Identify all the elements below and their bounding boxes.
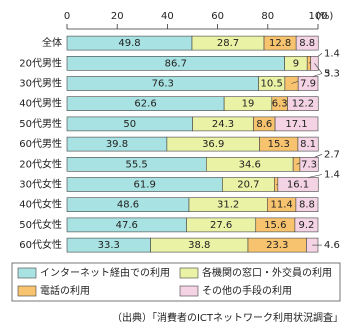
y-tick-label: 60代男性	[19, 137, 62, 150]
value-label: 17.1	[285, 119, 307, 130]
value-label: 8.8	[299, 200, 315, 211]
bar-segment	[297, 76, 319, 91]
value-label: 6.3	[272, 99, 288, 110]
value-label: 23.3	[266, 240, 288, 251]
bar-segment	[295, 197, 319, 212]
value-label: 15.3	[268, 139, 290, 150]
x-tick-label: 80	[261, 11, 274, 22]
value-label: 31.2	[217, 200, 239, 211]
legend-swatch	[179, 285, 199, 297]
legend-label: インターネット経由での利用	[40, 266, 170, 279]
value-label: 12.2	[292, 99, 314, 110]
leader-line	[314, 63, 323, 74]
value-label: 9	[293, 58, 299, 69]
legend-label: その他の手段の利用	[202, 284, 292, 297]
legend-swatch	[179, 267, 199, 279]
bar-segment	[306, 55, 312, 71]
legend-label: 電話の利用	[40, 284, 90, 297]
bar-segment	[299, 157, 319, 172]
value-label: 8.1	[300, 139, 316, 150]
value-label: 55.5	[126, 159, 148, 170]
y-tick-label: 全体	[42, 36, 62, 49]
value-label: 48.6	[117, 200, 139, 211]
legend-label: 各機関の窓口・外交員の利用	[202, 266, 332, 279]
value-label: 1.4	[324, 48, 340, 59]
y-tick-label: 20代女性	[19, 157, 62, 170]
legend-box	[11, 262, 341, 302]
y-tick-label: 30代女性	[19, 178, 62, 191]
bar-segment	[277, 177, 319, 192]
value-label: 27.6	[210, 220, 232, 231]
value-label: 20.7	[237, 180, 259, 191]
value-label: 34.6	[239, 159, 261, 170]
value-label: 12.8	[269, 38, 291, 49]
value-label: 9.2	[299, 220, 315, 231]
value-label: 5.3	[324, 69, 340, 80]
y-tick-label: 20代男性	[19, 56, 62, 69]
value-label: 19	[242, 99, 255, 110]
value-label: 36.9	[202, 139, 224, 150]
value-label: 33.3	[98, 240, 120, 251]
legend-swatch	[17, 285, 37, 297]
bar-segment	[295, 35, 319, 51]
value-label: 3	[324, 68, 330, 79]
value-label: 2.7	[324, 149, 340, 160]
value-label: 4.6	[324, 240, 340, 251]
bar-segment	[274, 116, 319, 132]
value-label: 61.9	[134, 180, 156, 191]
source-note: （出典）「消費者のICTネットワーク利用状況調査」	[112, 311, 343, 324]
bar-segment	[294, 217, 319, 233]
value-label: 10.5	[261, 79, 283, 90]
bar-segment	[297, 136, 319, 152]
x-tick-label: 40	[161, 11, 174, 22]
value-label: 38.8	[188, 240, 210, 251]
y-tick-label: 50代男性	[19, 117, 62, 130]
value-label: 1.4	[324, 170, 340, 181]
y-tick-label: 40代女性	[19, 198, 62, 211]
unit-label: (%)	[316, 11, 333, 22]
value-label: 28.7	[217, 38, 239, 49]
bar-segment	[287, 96, 319, 111]
x-tick-label: 100	[308, 11, 327, 22]
value-label: 11.4	[270, 200, 292, 211]
value-label: 76.3	[152, 79, 174, 90]
y-tick-label: 50代女性	[19, 218, 62, 231]
y-tick-label: 30代男性	[19, 77, 62, 90]
legend-swatch	[17, 267, 37, 279]
value-label: 7.9	[300, 79, 316, 90]
value-label: 86.7	[165, 58, 187, 69]
value-label: 39.8	[106, 139, 128, 150]
x-tick-label: 60	[211, 11, 224, 22]
value-label: 7.3	[301, 159, 317, 170]
value-label: 62.6	[134, 99, 156, 110]
value-label: 15.6	[264, 220, 286, 231]
value-label: 16.1	[287, 180, 309, 191]
y-tick-label: 40代男性	[19, 97, 62, 110]
x-tick-label: 0	[64, 11, 70, 22]
value-label: 47.6	[116, 220, 138, 231]
value-label: 24.3	[212, 119, 234, 130]
y-tick-label: 60代女性	[19, 238, 62, 251]
value-label: 8.6	[256, 119, 272, 130]
x-tick-label: 20	[111, 11, 124, 22]
value-label: 49.8	[118, 38, 140, 49]
value-label: 8.8	[299, 38, 315, 49]
value-label: 50	[123, 119, 136, 130]
